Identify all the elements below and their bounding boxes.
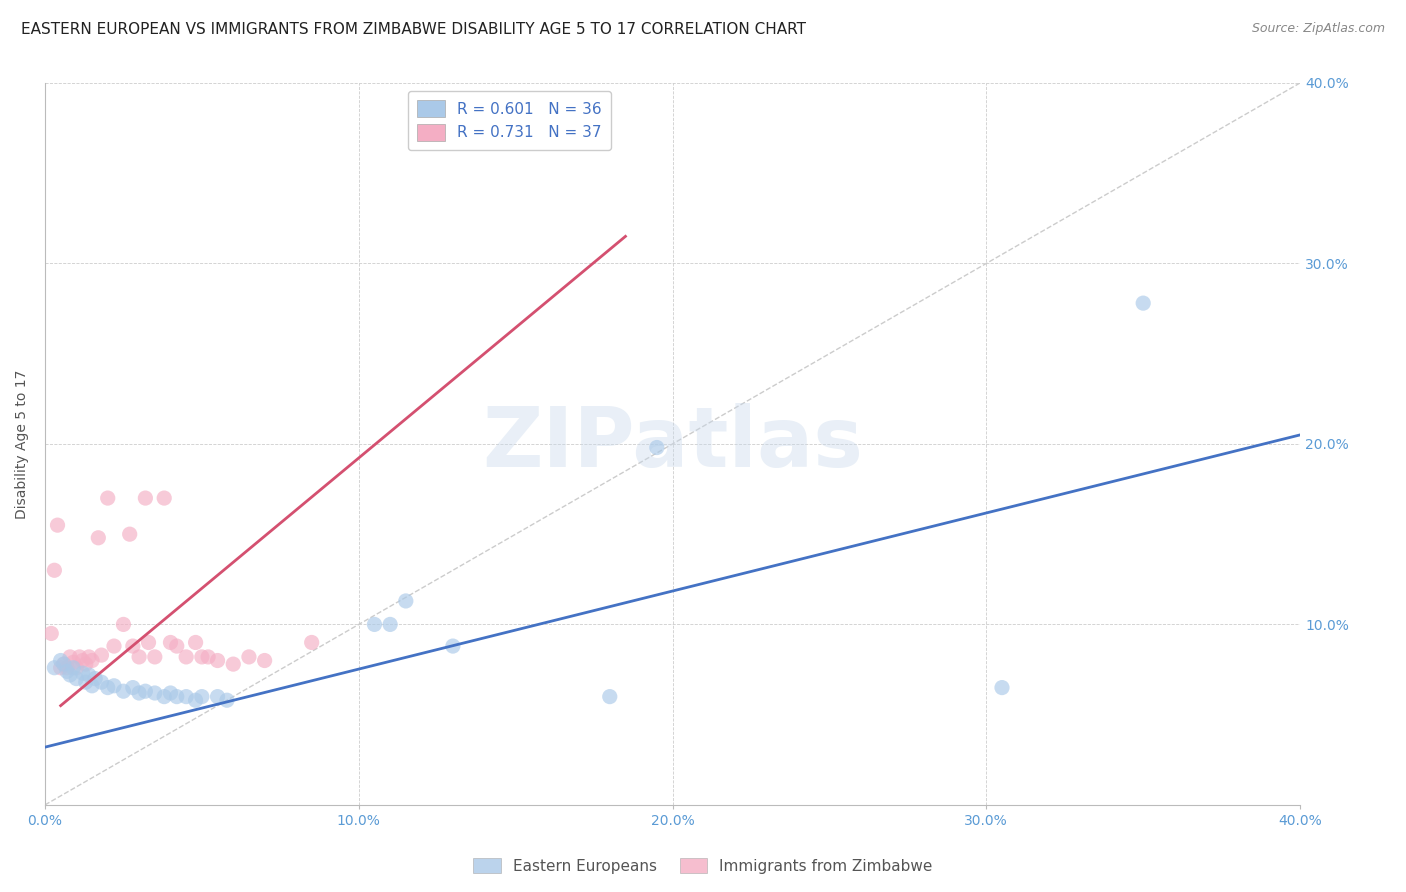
Point [49,661,72,675]
Point [80,653,103,667]
Point [69,649,91,664]
Point [191,649,214,664]
Point [174,649,197,664]
Point [197,649,219,664]
Point [90,675,112,690]
Point [62,661,84,675]
Point [128,686,150,700]
Point [238,649,260,664]
Point [97,491,120,505]
Point [44,563,66,577]
Point [991,681,1014,695]
Point [97,681,120,695]
Point [121,639,143,653]
Point [72,666,94,681]
Point [65,672,87,686]
Point [59,649,82,664]
Point [207,653,229,667]
Point [1132,296,1154,310]
Point [153,690,176,704]
Point [599,690,621,704]
Point [52,657,75,672]
Point [112,684,135,698]
Point [103,639,125,653]
Point [138,635,160,649]
Point [143,649,166,664]
Point [90,648,112,662]
Point [75,657,97,672]
Text: ZIPatlas: ZIPatlas [482,403,863,484]
Point [39,626,62,640]
Point [87,531,110,545]
Point [378,617,401,632]
Point [84,672,107,686]
Point [184,635,207,649]
Point [174,690,197,704]
Point [75,675,97,690]
Text: Source: ZipAtlas.com: Source: ZipAtlas.com [1251,22,1385,36]
Point [134,491,156,505]
Point [184,693,207,707]
Point [301,635,323,649]
Point [159,635,181,649]
Point [121,681,143,695]
Point [645,441,668,455]
Point [56,661,79,675]
Point [363,617,385,632]
Point [395,594,418,608]
Point [62,656,84,670]
Point [72,653,94,667]
Point [56,665,79,679]
Point [159,686,181,700]
Legend: R = 0.601   N = 36, R = 0.731   N = 37: R = 0.601 N = 36, R = 0.731 N = 37 [408,91,610,151]
Point [128,649,150,664]
Point [52,657,75,672]
Point [49,653,72,667]
Point [77,668,100,682]
Point [222,657,245,672]
Point [118,527,141,541]
Point [441,639,464,653]
Point [153,491,176,505]
Point [166,639,188,653]
Point [65,661,87,675]
Point [77,649,100,664]
Point [166,690,188,704]
Point [46,518,69,533]
Point [103,679,125,693]
Point [44,661,66,675]
Point [207,690,229,704]
Point [80,679,103,693]
Legend: Eastern Europeans, Immigrants from Zimbabwe: Eastern Europeans, Immigrants from Zimba… [467,852,939,880]
Y-axis label: Disability Age 5 to 17: Disability Age 5 to 17 [15,369,30,518]
Point [134,684,156,698]
Text: EASTERN EUROPEAN VS IMMIGRANTS FROM ZIMBABWE DISABILITY AGE 5 TO 17 CORRELATION : EASTERN EUROPEAN VS IMMIGRANTS FROM ZIMB… [21,22,806,37]
Point [143,686,166,700]
Point [191,690,214,704]
Point [215,693,238,707]
Point [112,617,135,632]
Point [253,653,276,667]
Point [59,668,82,682]
